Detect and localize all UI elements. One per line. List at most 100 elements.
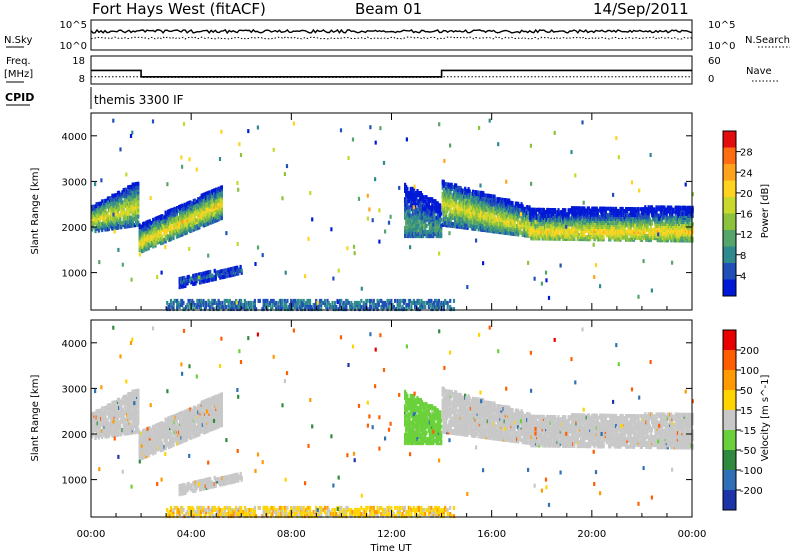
power-cell (268, 300, 271, 305)
power-cell (630, 233, 633, 238)
power-cell (684, 236, 687, 241)
power-cell (238, 307, 241, 312)
power-ytick-label-2000: 2000 (62, 223, 87, 234)
power-cell (405, 203, 408, 208)
power-cell (207, 303, 210, 307)
power-cell (437, 223, 440, 228)
power-cell (626, 217, 629, 222)
power-cell (513, 221, 516, 226)
power-cell (432, 222, 435, 227)
power-cell (604, 223, 607, 228)
power-cell (456, 187, 459, 192)
power-cell (626, 207, 629, 211)
power-cell (417, 307, 420, 312)
power-cell (313, 303, 317, 307)
power-cell (174, 212, 177, 217)
power-cell (599, 237, 602, 242)
power-cell (427, 298, 430, 303)
power-cell (659, 211, 663, 216)
power-cell (590, 233, 593, 238)
power-cell (448, 213, 451, 218)
power-cell (661, 223, 664, 228)
power-cell (425, 211, 428, 216)
power-cell (598, 214, 601, 219)
power-cell (360, 286, 363, 291)
power-cell (206, 213, 209, 218)
power-cell (398, 185, 401, 190)
power-cell (497, 197, 501, 202)
power-cell (92, 221, 95, 226)
noise-right-tick-low: 10^0 (708, 41, 735, 52)
power-cell (376, 307, 379, 312)
power-cell (368, 207, 371, 212)
power-cell (315, 298, 318, 303)
power-cell (252, 300, 255, 305)
power-cell (540, 281, 543, 286)
power-swatch-7 (723, 246, 736, 264)
power-cell (596, 223, 599, 227)
power-cell (619, 229, 622, 234)
power-cell (402, 298, 405, 303)
power-cell (226, 274, 229, 279)
power-cell (372, 298, 375, 303)
power-cell (208, 194, 211, 199)
power-ytick-label-3000: 3000 (62, 177, 87, 188)
power-cell (465, 188, 468, 193)
power-cell (647, 238, 650, 243)
power-cell (191, 298, 194, 303)
power-cell (165, 224, 168, 229)
power-cell (541, 228, 544, 233)
power-cell (238, 305, 241, 309)
power-cell (430, 298, 433, 303)
power-cell (239, 264, 242, 269)
power-cell (225, 305, 228, 309)
power-cell (386, 298, 389, 303)
freq-label-2: [MHz] (4, 69, 33, 80)
power-cell (192, 273, 195, 278)
power-cell (339, 128, 343, 133)
power-cell (443, 216, 446, 221)
power-cell (114, 199, 117, 204)
power-cell (665, 236, 668, 241)
power-cell (131, 130, 134, 135)
power-cell (406, 215, 409, 220)
power-cell (420, 303, 423, 307)
power-cell (239, 153, 243, 157)
power-cell (614, 225, 618, 230)
power-cell (216, 197, 219, 202)
power-cell (657, 232, 660, 237)
power-cell (215, 197, 218, 202)
power-cell (182, 121, 186, 126)
power-cell (590, 208, 593, 213)
power-cell (148, 237, 151, 242)
power-cell (212, 307, 215, 312)
power-cell (639, 231, 642, 236)
power-cell (555, 218, 558, 223)
power-cell (512, 219, 515, 224)
power-cell (196, 298, 199, 303)
power-cell (301, 300, 304, 305)
power-cell (166, 300, 169, 305)
power-cell (365, 303, 368, 307)
power-cell (186, 303, 189, 307)
power-cell (563, 218, 566, 223)
power-cell (456, 218, 459, 223)
power-cell (134, 214, 138, 219)
power-cell (408, 193, 411, 198)
power-cell (348, 305, 352, 309)
power-cell (184, 283, 187, 288)
power-cell (210, 193, 213, 198)
power-cell (325, 305, 328, 309)
power-cell (133, 194, 136, 199)
power-cell (92, 204, 95, 209)
power-cell (119, 204, 122, 209)
power-cell (512, 232, 515, 236)
power-cell (182, 227, 185, 232)
power-cell (594, 206, 597, 211)
power-cell (223, 274, 226, 279)
power-cell (604, 219, 607, 223)
power-cell (295, 305, 298, 309)
power-cell (529, 143, 532, 148)
power-cell (525, 221, 528, 226)
power-cell (688, 214, 691, 218)
